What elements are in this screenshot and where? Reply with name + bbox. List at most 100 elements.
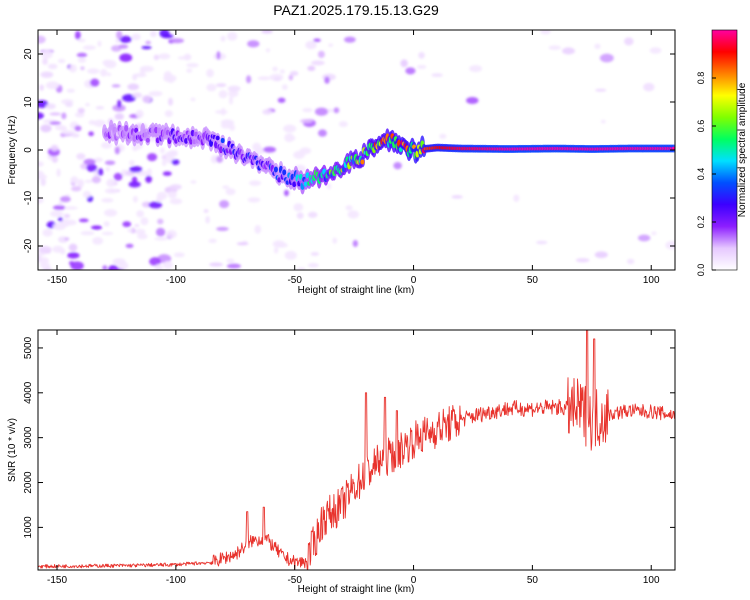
noise-blob (68, 243, 78, 252)
spectrogram-ylabel: Frequency (Hz) (7, 116, 18, 185)
noise-blob (145, 40, 152, 45)
noise-blob (273, 77, 282, 82)
noise-blob (131, 33, 141, 41)
noise-blob (236, 242, 249, 246)
noise-blob (344, 36, 356, 43)
noise-blob (137, 233, 148, 240)
y-tick-label: 10 (23, 96, 34, 108)
noise-blob (220, 123, 232, 129)
x-tick-label: 100 (643, 275, 660, 286)
noise-blob (114, 113, 124, 120)
noise-blob (247, 40, 260, 48)
noise-blob (599, 53, 614, 63)
colorbar-gradient (712, 30, 737, 270)
noise-blob (186, 68, 193, 73)
x-tick-label: -150 (47, 575, 67, 586)
noise-blob (101, 231, 114, 236)
noise-blob (64, 237, 70, 241)
noise-blob (307, 211, 318, 218)
snr-frame (37, 329, 676, 571)
noise-blob (49, 112, 61, 116)
noise-blob (49, 121, 62, 125)
noise-blob (347, 210, 360, 219)
noise-blob (67, 252, 80, 259)
noise-blob (186, 63, 199, 68)
noise-blob (171, 159, 180, 165)
noise-blob (283, 124, 297, 133)
noise-blob (97, 168, 104, 176)
noise-blob (118, 44, 129, 49)
noise-blob (540, 30, 551, 35)
noise-blob (141, 45, 152, 50)
noise-blob (173, 252, 185, 258)
noise-blob (77, 179, 85, 188)
noise-blob (562, 47, 575, 55)
noise-blob (154, 237, 168, 241)
noise-blob (307, 44, 317, 49)
noise-blob (101, 198, 114, 203)
noise-blob (307, 65, 316, 72)
noise-blob (548, 45, 561, 50)
noise-blob (45, 81, 60, 90)
noise-blob (78, 218, 89, 223)
noise-blob (302, 108, 313, 113)
ridge-core (124, 124, 129, 132)
noise-blob (58, 201, 63, 206)
noise-blob (216, 226, 229, 231)
noise-blob (307, 263, 319, 268)
noise-blob (324, 76, 330, 84)
noise-blob (40, 124, 52, 133)
noise-blob (97, 40, 102, 47)
noise-blob (132, 92, 143, 99)
noise-blob (103, 221, 110, 227)
noise-blob (52, 205, 66, 211)
noise-blob (333, 107, 340, 114)
noise-blob (82, 45, 96, 50)
colorbar-label: Normalized spectral amplitude (737, 82, 748, 217)
noise-blob (39, 84, 44, 91)
noise-blob (104, 59, 117, 69)
noise-blob (63, 213, 71, 219)
y-tick-label: -20 (23, 238, 34, 253)
y-tick-label: 20 (23, 48, 34, 60)
noise-blob (345, 205, 353, 211)
noise-blob (129, 166, 143, 173)
noise-blob (114, 146, 120, 155)
noise-blob (220, 35, 226, 42)
noise-blob (136, 210, 145, 218)
ridge-core (292, 181, 297, 188)
noise-blob (170, 38, 184, 44)
y-tick-label: 2000 (23, 471, 34, 494)
noise-blob (226, 31, 238, 41)
noise-blob (61, 130, 76, 135)
noise-blob (247, 197, 261, 203)
noise-blob (297, 267, 306, 270)
noise-blob (400, 59, 408, 68)
noise-blob (279, 69, 285, 74)
noise-blob (595, 88, 607, 92)
noise-blob (125, 243, 134, 248)
noise-blob (84, 179, 93, 183)
noise-blob (71, 133, 80, 138)
noise-blob (77, 57, 87, 63)
noise-blob (166, 230, 177, 239)
noise-blob (74, 30, 81, 40)
spectrogram-noise (38, 30, 675, 270)
noise-blob (119, 53, 133, 62)
noise-blob (42, 58, 48, 65)
y-tick-label: 3000 (23, 426, 34, 449)
noise-blob (288, 74, 294, 81)
noise-blob (272, 66, 278, 72)
noise-blob (104, 160, 116, 166)
noise-blob (38, 245, 52, 254)
noise-blob (284, 133, 295, 143)
noise-blob (283, 189, 289, 197)
noise-blob (56, 168, 61, 177)
noise-blob (147, 168, 152, 176)
noise-blob (74, 112, 85, 118)
noise-blob (61, 112, 67, 120)
noise-blob (80, 66, 85, 71)
noise-blob (164, 110, 173, 117)
